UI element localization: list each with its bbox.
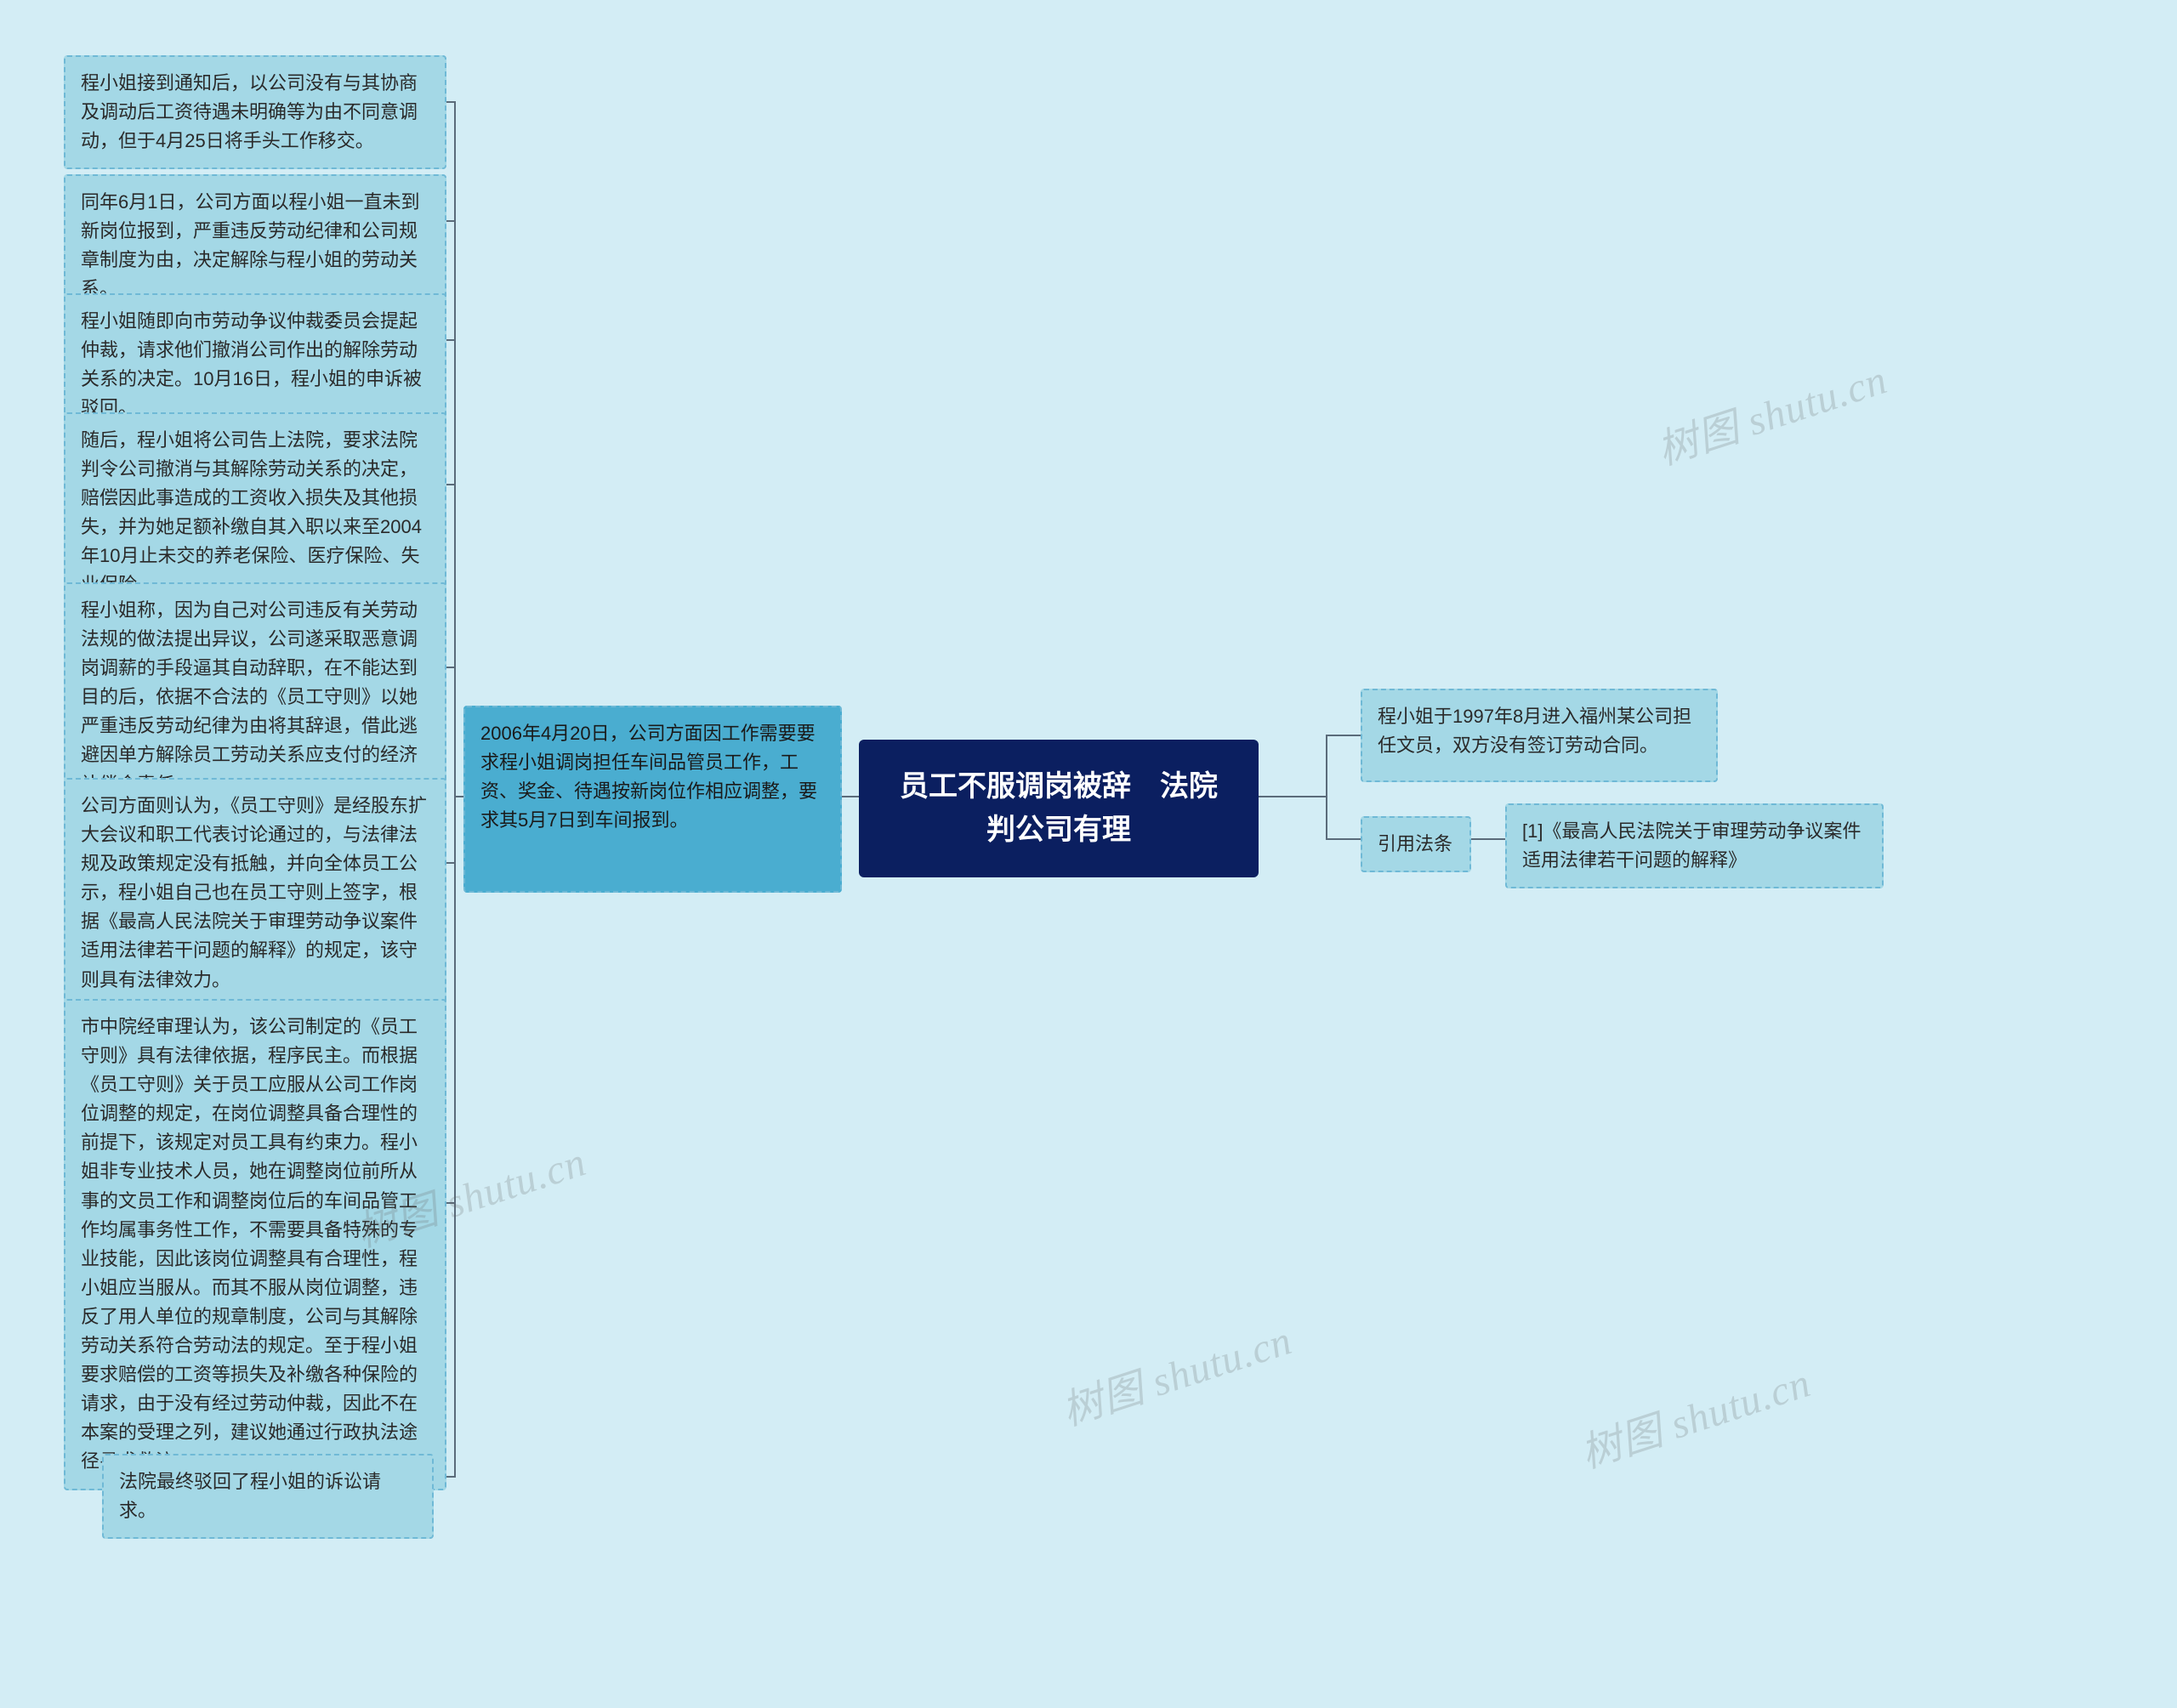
connector [446,102,463,797]
left-leaf-l8: 法院最终驳回了程小姐的诉讼请求。 [102,1454,434,1539]
right-node-r2: 引用法条 [1361,816,1471,872]
connector [446,221,463,797]
watermark: 树图 shutu.cn [1572,1349,1816,1479]
connector [446,797,463,1203]
right-leaf-r2a: [1]《最高人民法院关于审理劳动争议案件适用法律若干问题的解释》 [1505,803,1884,888]
center-node: 员工不服调岗被辞 法院判公司有理 [859,740,1259,877]
connector [446,667,463,797]
connector [446,340,463,797]
connector [1259,735,1361,797]
left-leaf-l6: 公司方面则认为，《员工守则》是经股东扩大会议和职工代表讨论通过的，与法律法规及政… [64,778,446,1008]
left-leaf-l7: 市中院经审理认为，该公司制定的《员工守则》具有法律依据，程序民主。而根据《员工守… [64,999,446,1490]
watermark: 树图 shutu.cn [1648,346,1893,476]
branch-left: 2006年4月20日，公司方面因工作需要要求程小姐调岗担任车间品管员工作，工资、… [463,706,842,893]
connector [446,797,463,863]
connector [1259,797,1361,839]
left-leaf-l1: 程小姐接到通知后，以公司没有与其协商及调动后工资待遇未明确等为由不同意调动，但于… [64,55,446,169]
right-node-r1: 程小姐于1997年8月进入福州某公司担任文员，双方没有签订劳动合同。 [1361,689,1718,782]
watermark: 树图 shutu.cn [1053,1307,1298,1437]
connector [446,485,463,797]
